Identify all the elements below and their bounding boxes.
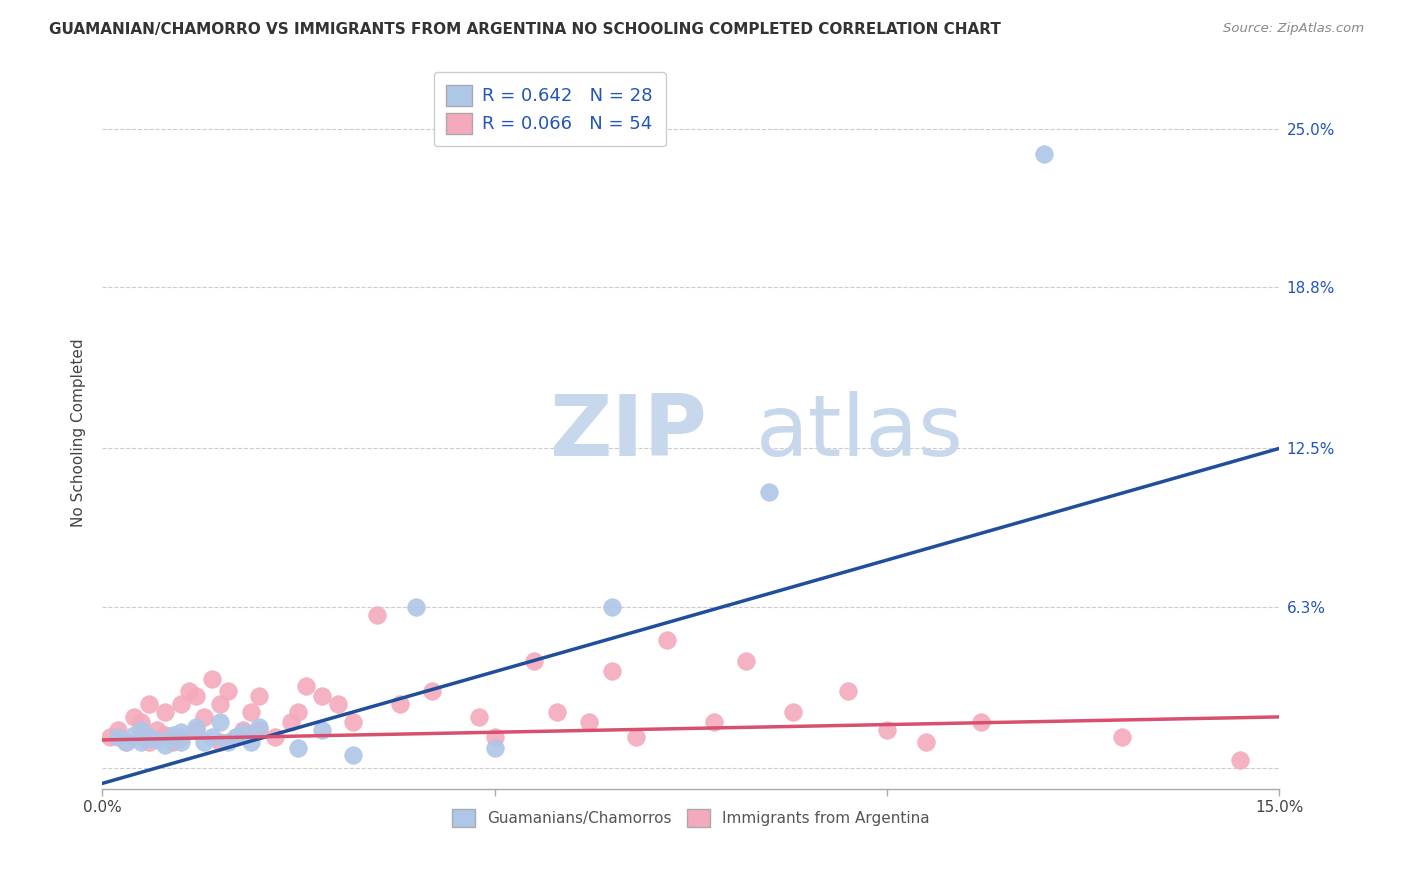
Point <box>193 710 215 724</box>
Point <box>484 740 506 755</box>
Point <box>311 723 333 737</box>
Point <box>758 484 780 499</box>
Point <box>201 672 224 686</box>
Point <box>225 731 247 745</box>
Point <box>342 748 364 763</box>
Point <box>240 705 263 719</box>
Point <box>138 735 160 749</box>
Point <box>782 705 804 719</box>
Point <box>263 731 285 745</box>
Point <box>122 728 145 742</box>
Point <box>186 723 208 737</box>
Text: GUAMANIAN/CHAMORRO VS IMMIGRANTS FROM ARGENTINA NO SCHOOLING COMPLETED CORRELATI: GUAMANIAN/CHAMORRO VS IMMIGRANTS FROM AR… <box>49 22 1001 37</box>
Point <box>114 735 136 749</box>
Point <box>170 697 193 711</box>
Point <box>170 725 193 739</box>
Point <box>280 714 302 729</box>
Y-axis label: No Schooling Completed: No Schooling Completed <box>72 339 86 527</box>
Point <box>131 731 153 745</box>
Point <box>326 697 349 711</box>
Point <box>162 728 184 742</box>
Point <box>1111 731 1133 745</box>
Point <box>107 731 129 745</box>
Text: ZIP: ZIP <box>550 392 707 475</box>
Point <box>138 731 160 745</box>
Point <box>208 714 231 729</box>
Point <box>342 714 364 729</box>
Point <box>131 735 153 749</box>
Point <box>153 738 176 752</box>
Point <box>186 720 208 734</box>
Point <box>405 599 427 614</box>
Point <box>703 714 725 729</box>
Point <box>876 723 898 737</box>
Point <box>217 684 239 698</box>
Point <box>624 731 647 745</box>
Point <box>602 664 624 678</box>
Point <box>484 731 506 745</box>
Point <box>201 731 224 745</box>
Point <box>208 735 231 749</box>
Point <box>232 725 254 739</box>
Point <box>170 731 193 745</box>
Point <box>153 705 176 719</box>
Point <box>138 697 160 711</box>
Point <box>107 723 129 737</box>
Point <box>287 705 309 719</box>
Point <box>837 684 859 698</box>
Point <box>217 735 239 749</box>
Point <box>657 633 679 648</box>
Point <box>122 710 145 724</box>
Point <box>546 705 568 719</box>
Point <box>98 731 121 745</box>
Point <box>146 733 169 747</box>
Point <box>225 731 247 745</box>
Point <box>232 723 254 737</box>
Point <box>247 690 270 704</box>
Point <box>1229 753 1251 767</box>
Point <box>311 690 333 704</box>
Text: atlas: atlas <box>755 392 963 475</box>
Legend: Guamanians/Chamorros, Immigrants from Argentina: Guamanians/Chamorros, Immigrants from Ar… <box>444 801 938 834</box>
Point <box>366 607 388 622</box>
Point <box>915 735 938 749</box>
Point <box>177 684 200 698</box>
Point <box>186 690 208 704</box>
Point <box>247 723 270 737</box>
Point <box>602 599 624 614</box>
Point <box>734 654 756 668</box>
Point <box>114 735 136 749</box>
Point <box>170 735 193 749</box>
Text: Source: ZipAtlas.com: Source: ZipAtlas.com <box>1223 22 1364 36</box>
Point <box>578 714 600 729</box>
Point <box>970 714 993 729</box>
Point <box>523 654 546 668</box>
Point <box>247 720 270 734</box>
Point <box>287 740 309 755</box>
Point <box>162 735 184 749</box>
Point <box>193 735 215 749</box>
Point <box>1033 147 1056 161</box>
Point <box>131 714 153 729</box>
Point <box>468 710 491 724</box>
Point <box>146 723 169 737</box>
Point <box>389 697 412 711</box>
Point <box>240 735 263 749</box>
Point <box>131 723 153 737</box>
Point <box>420 684 443 698</box>
Point <box>295 679 318 693</box>
Point <box>153 728 176 742</box>
Point <box>208 697 231 711</box>
